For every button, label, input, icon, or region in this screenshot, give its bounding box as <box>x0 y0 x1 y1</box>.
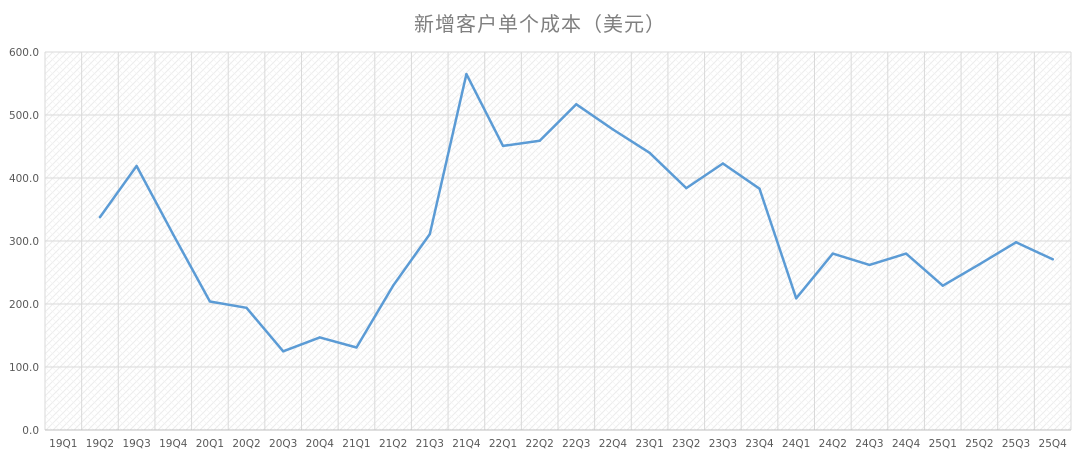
data-point <box>538 139 541 143</box>
x-tick-label: 24Q4 <box>892 438 921 450</box>
y-tick-label: 200.0 <box>9 299 39 311</box>
data-point <box>281 350 285 353</box>
y-axis-tick-labels: 0.0 100.0 200.0 300.0 400.0 500.0 600.0 <box>9 47 39 437</box>
series-layer <box>98 72 1054 353</box>
data-point <box>501 144 505 148</box>
y-tick-label: 600.0 <box>9 47 39 59</box>
data-point <box>794 297 798 300</box>
x-tick-label: 21Q2 <box>379 438 407 450</box>
x-tick-label: 22Q1 <box>489 438 517 450</box>
x-axis-tick-labels: 19Q1 19Q2 19Q3 19Q4 20Q1 20Q2 20Q3 20Q4 21Q1 21Q2… <box>49 438 1067 450</box>
data-point <box>135 164 138 168</box>
data-point <box>685 186 688 190</box>
x-tick-label: 22Q4 <box>599 438 628 450</box>
x-tick-label: 23Q1 <box>635 438 663 450</box>
y-tick-label: 400.0 <box>9 173 39 185</box>
x-tick-label: 23Q3 <box>709 438 737 450</box>
x-tick-label: 24Q2 <box>819 438 847 450</box>
data-point <box>758 187 761 190</box>
y-tick-label: 300.0 <box>9 236 39 248</box>
data-point <box>648 151 651 154</box>
x-gridlines <box>44 52 1072 430</box>
x-tick-label: 25Q4 <box>1039 438 1068 450</box>
x-tick-label: 20Q4 <box>306 438 335 450</box>
data-point <box>318 336 322 339</box>
data-point <box>465 72 468 76</box>
y-tick-label: 0.0 <box>22 425 39 437</box>
data-point <box>355 346 358 349</box>
data-point <box>941 284 944 287</box>
data-point <box>904 252 908 255</box>
data-point <box>1051 258 1054 261</box>
data-point <box>611 128 615 131</box>
data-point <box>172 233 175 236</box>
y-tick-label: 500.0 <box>9 110 39 122</box>
x-tick-label: 25Q2 <box>965 438 993 450</box>
data-point <box>428 232 431 236</box>
x-tick-label: 19Q3 <box>122 438 150 450</box>
x-tick-label: 19Q2 <box>86 438 114 450</box>
data-point <box>831 252 835 255</box>
data-point <box>245 306 248 309</box>
chart-title: 新增客户单个成本（美元） <box>414 12 666 36</box>
x-tick-label: 20Q3 <box>269 438 297 450</box>
x-tick-label: 20Q2 <box>232 438 260 450</box>
x-tick-label: 21Q4 <box>452 438 481 450</box>
data-point <box>868 263 871 267</box>
x-tick-label: 22Q2 <box>526 438 554 450</box>
x-tick-label: 24Q3 <box>855 438 883 450</box>
x-tick-label: 20Q1 <box>196 438 224 450</box>
x-tick-label: 21Q3 <box>416 438 444 450</box>
data-point <box>98 215 102 219</box>
x-tick-label: 22Q3 <box>562 438 590 450</box>
x-tick-label: 19Q4 <box>159 438 188 450</box>
x-tick-label: 23Q2 <box>672 438 700 450</box>
x-tick-label: 19Q1 <box>49 438 77 450</box>
data-point <box>721 162 725 165</box>
data-point <box>978 263 981 266</box>
data-point <box>391 284 395 287</box>
data-point <box>575 103 578 106</box>
x-tick-label: 21Q1 <box>342 438 370 450</box>
y-tick-label: 100.0 <box>9 362 39 374</box>
x-tick-label: 25Q3 <box>1002 438 1030 450</box>
data-point <box>208 300 212 303</box>
x-tick-label: 23Q4 <box>745 438 774 450</box>
data-point <box>1014 241 1018 244</box>
x-tick-label: 25Q1 <box>929 438 957 450</box>
x-tick-label: 24Q1 <box>782 438 810 450</box>
